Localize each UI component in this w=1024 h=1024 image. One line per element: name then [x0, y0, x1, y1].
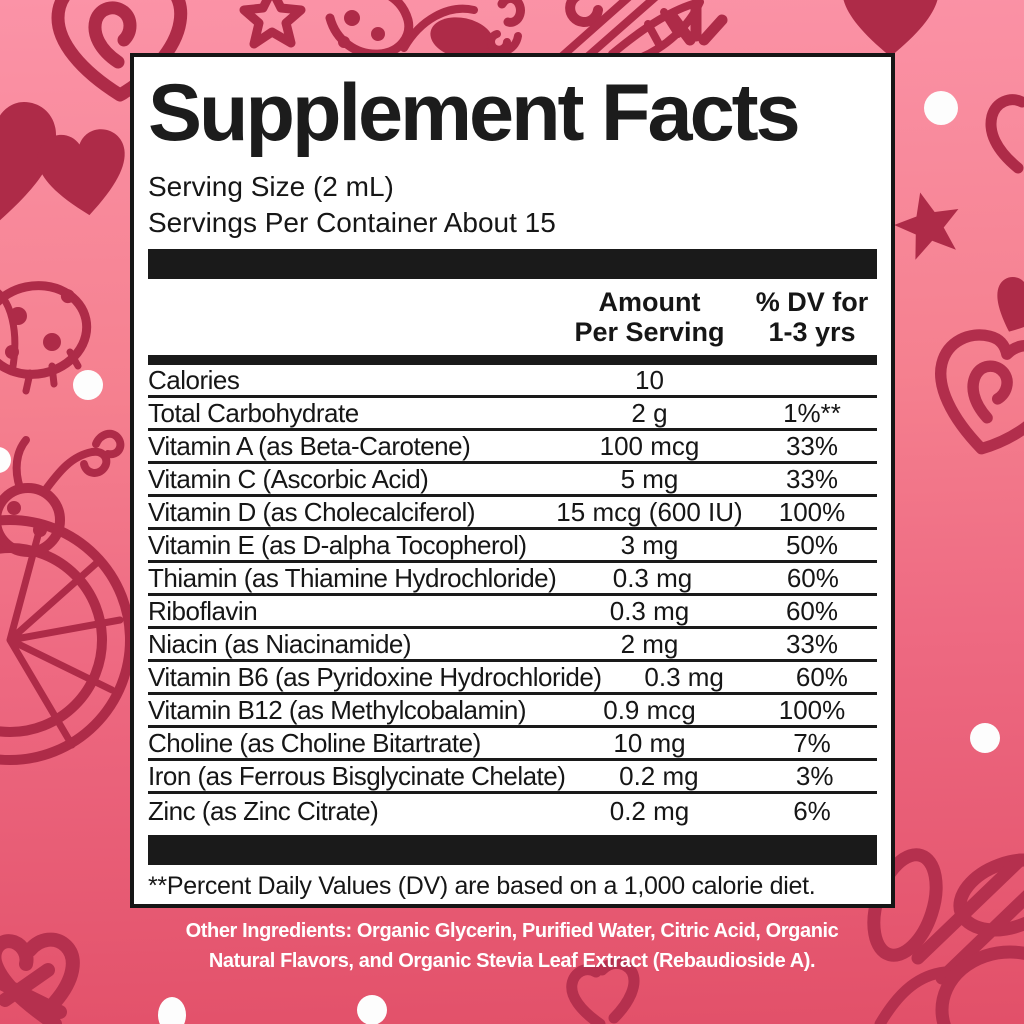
- solid-heart-icon: [0, 102, 56, 221]
- other-ingredients-line1: Other Ingredients: Organic Glycerin, Pur…: [185, 920, 839, 942]
- nutrient-table: Calories 10 Total Carbohydrate 2 g 1%** …: [148, 365, 877, 827]
- header-amount: Amount Per Serving: [574, 287, 725, 347]
- table-row: Thiamin (as Thiamine Hydrochloride) 0.3 …: [148, 563, 877, 596]
- table-row: Vitamin B12 (as Methylcobalamin) 0.9 mcg…: [148, 695, 877, 728]
- table-row: Zinc (as Zinc Citrate) 0.2 mg 6%: [148, 795, 831, 826]
- solid-heart-icon: [997, 276, 1024, 332]
- header-spacer: [148, 287, 552, 347]
- star-icon: [239, 0, 306, 49]
- header-dv: % DV for 1-3 yrs: [755, 287, 869, 347]
- supplement-facts-panel: Supplement Facts Serving Size (2 mL) Ser…: [130, 53, 895, 908]
- table-row: Niacin (as Niacinamide) 2 mg 33%: [148, 629, 877, 662]
- table-row: Calories 10: [148, 365, 877, 398]
- table-row: Vitamin E (as D-alpha Tocopherol) 3 mg 5…: [148, 530, 877, 563]
- table-header: Amount Per Serving % DV for 1-3 yrs: [148, 287, 877, 347]
- panel-title: Supplement Facts: [148, 68, 801, 158]
- ladybug-icon: [0, 281, 92, 395]
- table-row: Vitamin C (Ascorbic Acid) 5 mg 33%: [148, 464, 877, 497]
- swirl-heart-icon: [985, 94, 1024, 174]
- table-row: Riboflavin 0.3 mg 60%: [148, 596, 877, 629]
- table-row: Total Carbohydrate 2 g 1%**: [148, 398, 877, 431]
- table-row: Iron (as Ferrous Bisglycinate Chelate) 0…: [148, 761, 877, 794]
- divider-bar-bottom: [148, 835, 877, 865]
- divider-bar-top: [148, 249, 877, 279]
- swirl-heart-icon: [935, 329, 1024, 455]
- table-row: Vitamin B6 (as Pyridoxine Hydrochloride)…: [148, 662, 877, 695]
- table-row: Vitamin D (as Cholecalciferol) 15 mcg (6…: [148, 497, 877, 530]
- pencil-icon: [556, 0, 704, 62]
- serving-size: Serving Size (2 mL): [148, 171, 394, 202]
- daily-value-footnote: **Percent Daily Values (DV) are based on…: [148, 872, 816, 900]
- ferris-wheel-icon: [0, 429, 135, 765]
- sparkle-icon: [666, 2, 728, 46]
- star-icon: [894, 192, 959, 260]
- solid-heart-icon: [843, 0, 938, 57]
- solid-heart-icon: [37, 129, 125, 216]
- servings-per-container: Servings Per Container About 15: [148, 207, 556, 238]
- divider-bar-header: [148, 355, 877, 365]
- table-row: Vitamin A (as Beta-Carotene) 100 mcg 33%: [148, 431, 877, 464]
- other-ingredients-line2: Natural Flavors, and Organic Stevia Leaf…: [208, 950, 816, 972]
- other-ingredients: Other Ingredients: Organic Glycerin, Pur…: [0, 916, 1024, 976]
- serving-info: Serving Size (2 mL) Servings Per Contain…: [148, 169, 877, 241]
- table-row: Choline (as Choline Bitartrate) 10 mg 7%: [148, 728, 877, 761]
